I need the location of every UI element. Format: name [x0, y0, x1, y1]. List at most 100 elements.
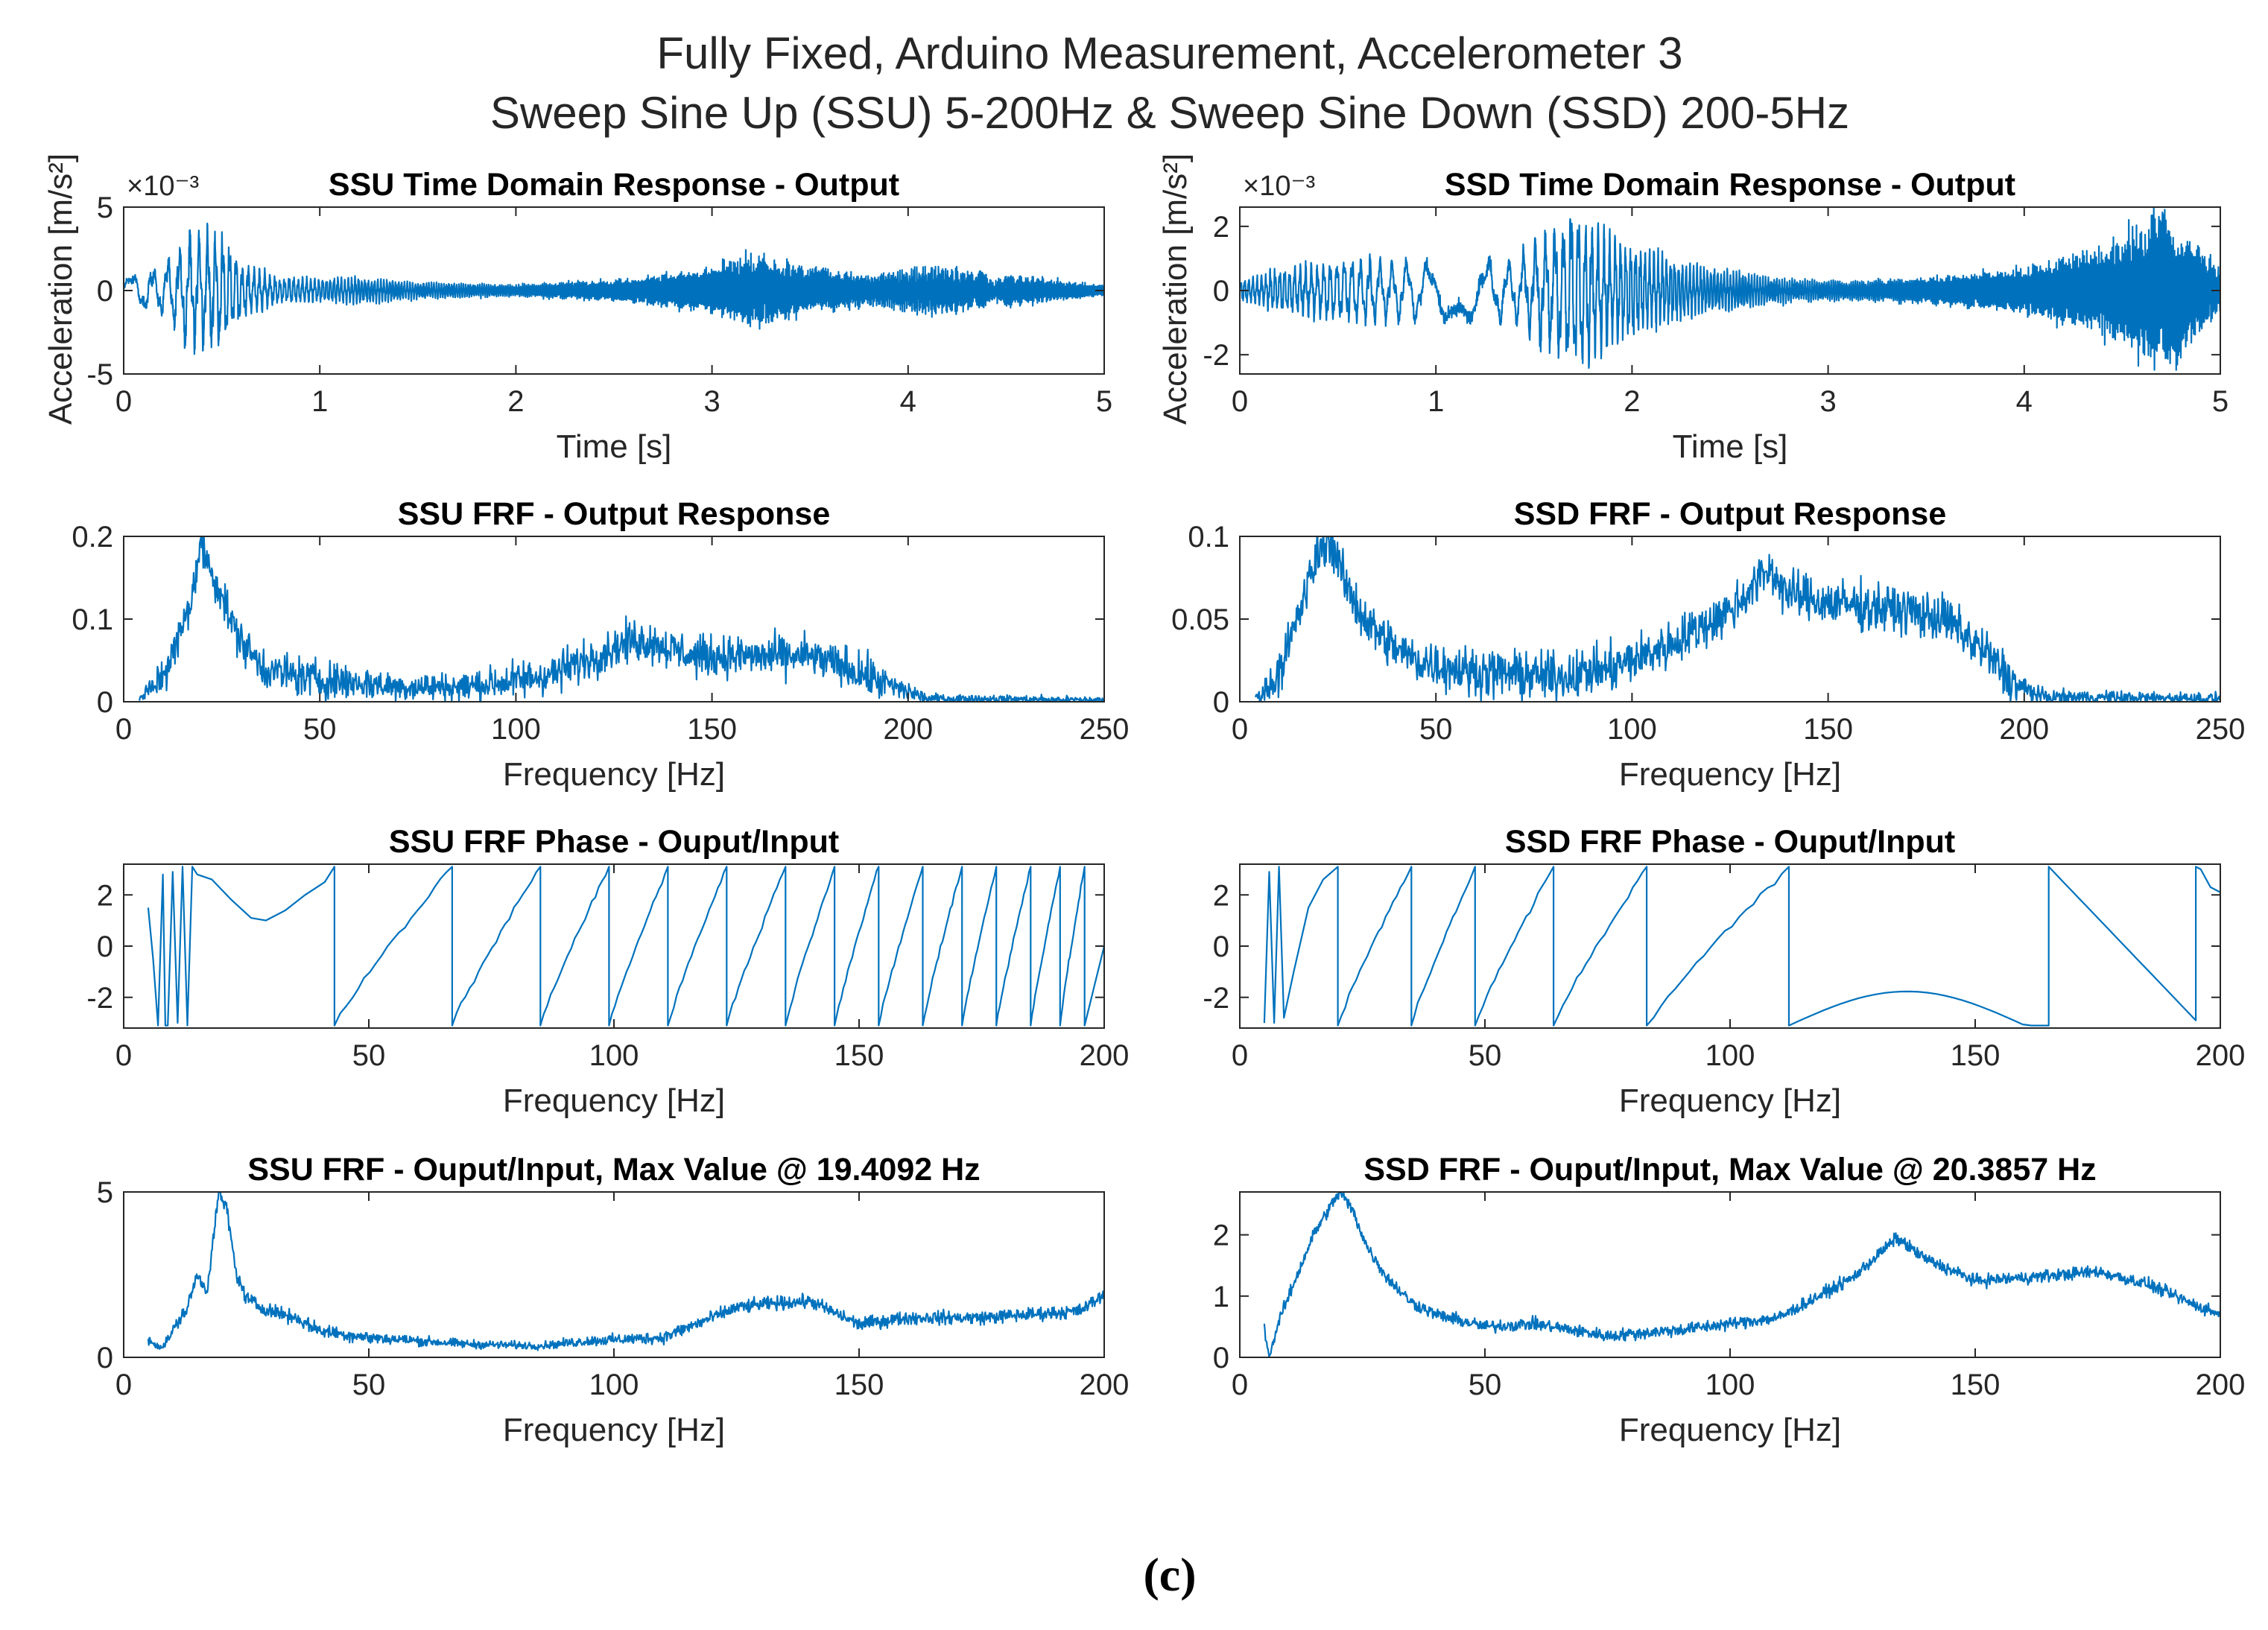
x-tick-label: 150: [834, 1039, 884, 1072]
x-axis-label: Frequency [Hz]: [503, 1412, 725, 1448]
x-tick-label: 100: [491, 713, 541, 746]
axes-title: SSD Time Domain Response - Output: [1445, 167, 2015, 203]
y-exponent-label: ×10⁻³: [127, 171, 199, 202]
y-tick-label: 0: [1213, 1342, 1229, 1374]
x-tick-label: 200: [2196, 1039, 2246, 1072]
y-tick-label: -2: [1203, 339, 1229, 372]
axes-box: [1239, 863, 2221, 1029]
y-tick-label: 0: [97, 686, 113, 719]
series-line: [1263, 1192, 2220, 1357]
x-tick-label: 200: [2196, 1369, 2246, 1401]
x-tick-label: 50: [1469, 1369, 1502, 1401]
y-tick-label: 0: [97, 930, 113, 963]
x-tick-label: 3: [1819, 385, 1836, 418]
y-tick-label: 2: [1213, 211, 1229, 244]
y-tick-label: 0: [1213, 930, 1229, 963]
axes-ssd-frf-ratio: 0 50 100 150 200 0 1 2 SSD FRF - Ouput/Input, Ma…: [1213, 1152, 2246, 1448]
right-shared-ylabel: Acceleration [m/s²]: [1157, 153, 1194, 425]
x-tick-label: 50: [1469, 1039, 1502, 1072]
y-tick-label: -2: [86, 982, 113, 1015]
x-tick-label: 200: [883, 713, 933, 746]
y-tick-label: 0: [1213, 275, 1229, 308]
y-tick-label: 5: [97, 191, 113, 224]
axes-ssd-frf-output: 0 50 100 150 200 250 0 0.05 0.1 SSD FRF - Output …: [1171, 496, 2245, 793]
x-tick-label: 50: [352, 1039, 386, 1072]
x-tick-label: 200: [1080, 1039, 1130, 1072]
y-tick-label: -5: [86, 358, 113, 391]
x-tick-label: 5: [1096, 385, 1112, 418]
x-tick-label: 200: [1080, 1369, 1130, 1401]
axes-ssu-frf-output: 0 50 100 150 200 250 0 0.1 0.2 SSU FRF - Output R…: [72, 496, 1129, 793]
y-tick-label: 0: [97, 1342, 113, 1374]
x-axis-label: Frequency [Hz]: [503, 756, 725, 793]
x-tick-label: 0: [115, 713, 132, 746]
x-tick-label: 150: [834, 1369, 884, 1401]
x-tick-label: 0: [1232, 385, 1248, 418]
series-line: [147, 1192, 1104, 1351]
x-axis-label: Time [s]: [557, 428, 672, 465]
axes-ssu-frf-ratio: 0 50 100 150 200 0 5 SSU FRF - Ouput/Input, Max…: [97, 1152, 1130, 1448]
series-line: [147, 866, 1104, 1027]
series-line: [1240, 207, 2220, 371]
x-tick-label: 2: [1624, 385, 1640, 418]
y-exponent-label: ×10⁻³: [1243, 171, 1315, 202]
x-tick-label: 100: [1705, 1369, 1755, 1401]
axes-title: SSU Time Domain Response - Output: [329, 167, 899, 203]
x-tick-label: 0: [115, 385, 132, 418]
x-tick-label: 100: [1607, 713, 1657, 746]
x-axis-label: Frequency [Hz]: [1619, 756, 1841, 793]
y-tick-label: 0: [1213, 686, 1229, 719]
x-tick-label: 150: [687, 713, 737, 746]
y-tick-label: 2: [97, 879, 113, 912]
x-tick-label: 2: [507, 385, 524, 418]
x-axis-label: Time [s]: [1673, 428, 1788, 465]
x-axis-label: Frequency [Hz]: [503, 1082, 725, 1119]
x-axis-label: Frequency [Hz]: [1619, 1082, 1841, 1119]
x-tick-label: 150: [1803, 713, 1853, 746]
axes-box: [1239, 536, 2221, 703]
x-tick-label: 3: [703, 385, 720, 418]
axes-box: [123, 1191, 1105, 1358]
figure-title-line2: Sweep Sine Up (SSU) 5-200Hz & Sweep Sine…: [490, 88, 1849, 138]
axes-title: SSU FRF - Output Response: [398, 496, 831, 532]
x-tick-label: 150: [1951, 1039, 2001, 1072]
axes-title: SSD FRF - Output Response: [1514, 496, 1947, 532]
left-shared-ylabel: Acceleration [m/s²]: [42, 153, 79, 425]
x-tick-label: 0: [1232, 1039, 1248, 1072]
y-tick-label: 2: [1213, 1220, 1229, 1252]
series-line: [139, 536, 1104, 702]
x-tick-label: 250: [2196, 713, 2246, 746]
x-tick-label: 0: [115, 1369, 132, 1401]
x-tick-label: 0: [1232, 1369, 1248, 1401]
x-tick-label: 100: [589, 1039, 639, 1072]
y-tick-label: 0: [97, 275, 113, 308]
x-tick-label: 50: [303, 713, 337, 746]
x-tick-label: 4: [900, 385, 916, 418]
x-tick-label: 1: [311, 385, 328, 418]
y-tick-label: -2: [1203, 982, 1229, 1015]
x-tick-label: 5: [2212, 385, 2229, 418]
x-axis-label: Frequency [Hz]: [1619, 1412, 1841, 1448]
y-tick-label: 0.1: [72, 603, 113, 636]
x-tick-label: 0: [115, 1039, 132, 1072]
x-tick-label: 4: [2016, 385, 2033, 418]
figure-title-line1: Fully Fixed, Arduino Measurement, Accele…: [656, 28, 1682, 78]
figure-caption: (c): [1143, 1548, 1196, 1601]
x-tick-label: 150: [1951, 1369, 2001, 1401]
axes-box: [123, 863, 1105, 1029]
x-tick-label: 100: [589, 1369, 639, 1401]
x-tick-label: 50: [352, 1369, 386, 1401]
series-line: [124, 222, 1104, 355]
axes-title: SSU FRF Phase - Ouput/Input: [389, 824, 839, 860]
axes-title: SSD FRF - Ouput/Input, Max Value @ 20.38…: [1363, 1152, 2096, 1187]
x-tick-label: 250: [1080, 713, 1130, 746]
y-tick-label: 0.1: [1188, 521, 1229, 554]
x-tick-label: 1: [1428, 385, 1444, 418]
y-tick-label: 2: [1213, 879, 1229, 912]
x-tick-label: 100: [1705, 1039, 1755, 1072]
